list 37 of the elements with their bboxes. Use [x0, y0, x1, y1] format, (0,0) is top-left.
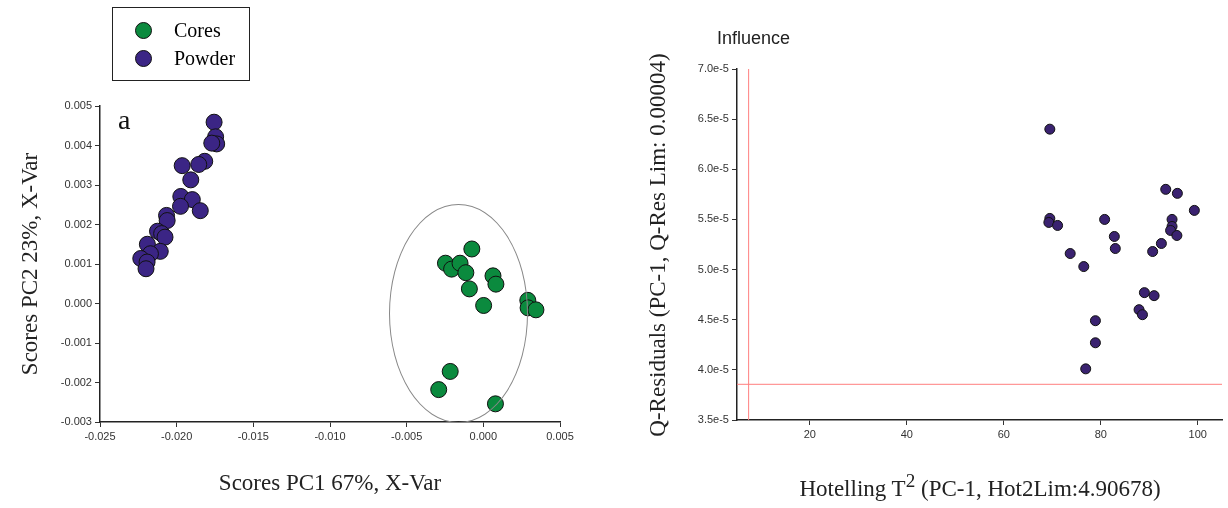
- chart-title: Influence: [717, 28, 791, 49]
- x-axis-title: Hotelling T$^{2}$ (PC-1, Hot2Lim:4.90678): [799, 470, 1161, 502]
- y-tick-label: 0.002: [64, 217, 92, 230]
- y-tick-label: 5.0e-5: [697, 262, 729, 275]
- x-tick-label: 20: [803, 427, 816, 440]
- x-tick-label: 0.000: [469, 429, 498, 442]
- y-tick-label: 6.5e-5: [697, 112, 729, 125]
- x-tick-label: -0.015: [237, 429, 269, 442]
- y-axis-title: Scores PC2 23%, X-Var: [17, 152, 43, 376]
- y-tick-label: 4.5e-5: [697, 312, 729, 325]
- y-tick-label: -0.003: [60, 415, 92, 428]
- y-tick-label: 3.5e-5: [697, 413, 729, 426]
- x-tick-label: -0.025: [84, 429, 116, 442]
- x-tick-label: -0.005: [391, 429, 423, 442]
- x-tick-label: 100: [1188, 427, 1207, 440]
- y-axis-title: Q-Residuals (PC-1, Q-Res Lim: 0.00004): [645, 52, 671, 437]
- y-tick-label: 0.000: [64, 296, 92, 309]
- legend-label: Cores: [174, 18, 221, 42]
- y-tick-label: 5.5e-5: [697, 212, 729, 225]
- y-tick-label: 0.003: [64, 178, 92, 191]
- x-tick-label: -0.010: [314, 429, 346, 442]
- x-axis-title: Scores PC1 67%, X-Var: [218, 470, 442, 496]
- x-tick-label: 60: [997, 427, 1010, 440]
- y-tick-label: 0.005: [64, 99, 92, 112]
- annotation: a: [118, 104, 131, 136]
- y-tick-label: -0.001: [60, 336, 92, 349]
- y-tick-label: 0.004: [64, 138, 92, 151]
- y-tick-label: 4.0e-5: [697, 362, 729, 375]
- y-tick-label: 6.0e-5: [697, 162, 729, 175]
- x-tick-label: 40: [900, 427, 913, 440]
- y-tick-label: -0.002: [60, 375, 92, 388]
- x-tick-label: 80: [1094, 427, 1107, 440]
- y-tick-label: 7.0e-5: [697, 62, 729, 75]
- x-tick-label: 0.005: [546, 429, 574, 442]
- legend-label: Powder: [174, 46, 236, 70]
- x-tick-label: -0.020: [161, 429, 193, 442]
- y-tick-label: 0.001: [64, 257, 92, 270]
